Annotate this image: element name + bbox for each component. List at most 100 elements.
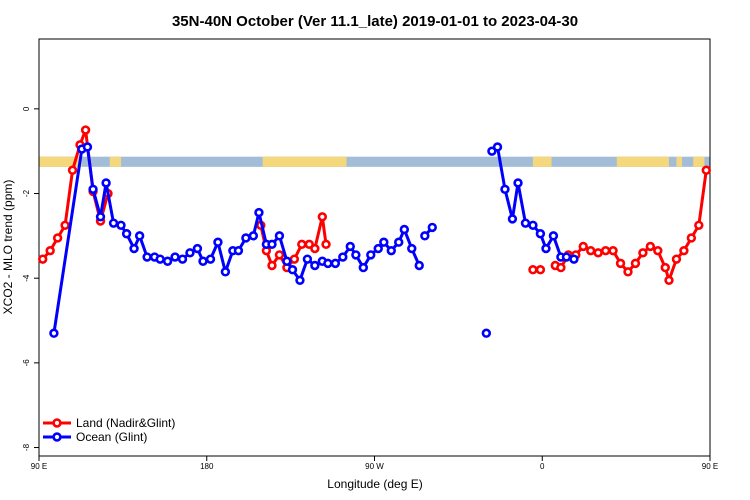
- data-point: [233, 245, 244, 256]
- series-0: [38, 125, 711, 286]
- data-point: [593, 248, 603, 258]
- data-point: [351, 250, 361, 260]
- y-tick-label: -2: [22, 189, 31, 197]
- data-point: [287, 265, 298, 275]
- data-point: [407, 243, 417, 254]
- land-band-segment-0: [39, 156, 82, 167]
- data-point: [394, 237, 404, 247]
- x-tick-label: 90 E: [702, 462, 718, 471]
- data-point: [535, 229, 546, 239]
- data-point: [49, 328, 59, 338]
- data-point: [267, 239, 277, 250]
- data-point: [561, 252, 572, 262]
- data-point: [134, 231, 145, 241]
- data-point: [289, 254, 300, 264]
- data-point: [630, 258, 641, 269]
- data-point: [317, 212, 328, 222]
- data-point: [282, 256, 292, 266]
- data-point: [116, 220, 126, 230]
- data-point: [507, 214, 518, 224]
- data-point: [420, 231, 430, 241]
- data-point: [686, 233, 697, 243]
- data-point: [248, 231, 259, 241]
- data-point: [586, 245, 596, 256]
- data-point: [67, 165, 78, 175]
- ocean-band: [39, 156, 710, 167]
- legend-label: Ocean (Glint): [76, 430, 147, 444]
- data-point: [220, 267, 231, 277]
- legend-marker: [52, 418, 62, 428]
- data-point: [427, 222, 437, 233]
- data-point: [481, 328, 492, 338]
- data-point: [345, 241, 355, 252]
- x-tick-label: 90 E: [31, 462, 47, 471]
- data-point: [185, 248, 195, 258]
- data-point: [321, 239, 331, 250]
- data-point: [198, 256, 208, 266]
- data-point: [528, 220, 538, 230]
- data-point: [520, 218, 531, 228]
- data-point: [701, 165, 711, 175]
- data-point: [101, 178, 111, 188]
- data-point: [660, 262, 670, 273]
- data-point: [358, 262, 369, 273]
- data-point: [492, 142, 503, 152]
- data-point: [45, 245, 55, 256]
- data-point: [82, 142, 93, 152]
- y-tick-label: -8: [22, 443, 31, 451]
- data-point: [205, 254, 216, 264]
- data-point: [170, 252, 180, 262]
- series-1: [49, 142, 579, 338]
- land-band-segment-1: [109, 156, 122, 167]
- data-point: [213, 237, 223, 247]
- data-point: [323, 258, 333, 269]
- x-tick-label: 90 W: [365, 462, 384, 471]
- land-band-segment-4: [616, 156, 669, 167]
- data-point: [155, 254, 165, 264]
- land-band-segment-3: [532, 156, 552, 167]
- data-point: [254, 207, 264, 218]
- data-point: [366, 250, 376, 260]
- data-point: [241, 233, 251, 243]
- data-point: [177, 254, 188, 264]
- land-band-segment-6: [693, 156, 705, 167]
- data-point: [80, 125, 91, 135]
- data-point: [192, 243, 203, 254]
- y-tick-label: -6: [22, 359, 31, 367]
- data-point: [142, 252, 152, 262]
- data-point: [310, 243, 320, 254]
- y-tick-label: 0: [22, 106, 31, 111]
- y-axis-label: XCO2 - MLO trend (ppm): [1, 180, 15, 315]
- data-point: [302, 254, 313, 264]
- data-point: [274, 231, 285, 241]
- data-point: [386, 245, 396, 256]
- data-point: [129, 243, 139, 254]
- x-tick-label: 180: [200, 462, 214, 471]
- data-point: [694, 220, 704, 230]
- data-point: [500, 184, 510, 194]
- data-point: [338, 252, 348, 262]
- data-point: [297, 239, 307, 250]
- series-layer: [38, 125, 711, 338]
- land-band-segment-5: [676, 156, 683, 167]
- land-ocean-band: [39, 156, 710, 167]
- data-point: [60, 220, 70, 230]
- data-point: [645, 241, 656, 252]
- x-tick-label: 0: [540, 462, 545, 471]
- data-point: [330, 258, 341, 269]
- data-point: [379, 237, 389, 247]
- x-axis: 90 E 180 90 W 0 90 E: [31, 456, 718, 471]
- data-point: [541, 243, 551, 254]
- data-point: [664, 275, 674, 286]
- series-line: [554, 170, 708, 282]
- land-band-segment-2: [262, 156, 347, 167]
- series-line: [52, 145, 421, 334]
- chart-title: 35N-40N October (Ver 11.1_late) 2019-01-…: [172, 13, 578, 30]
- data-point: [399, 224, 410, 235]
- data-point: [600, 245, 611, 256]
- legend: Land (Nadir&Glint)Ocean (Glint): [43, 416, 175, 444]
- data-point: [162, 256, 173, 266]
- data-point: [121, 229, 132, 239]
- data-point: [295, 275, 305, 286]
